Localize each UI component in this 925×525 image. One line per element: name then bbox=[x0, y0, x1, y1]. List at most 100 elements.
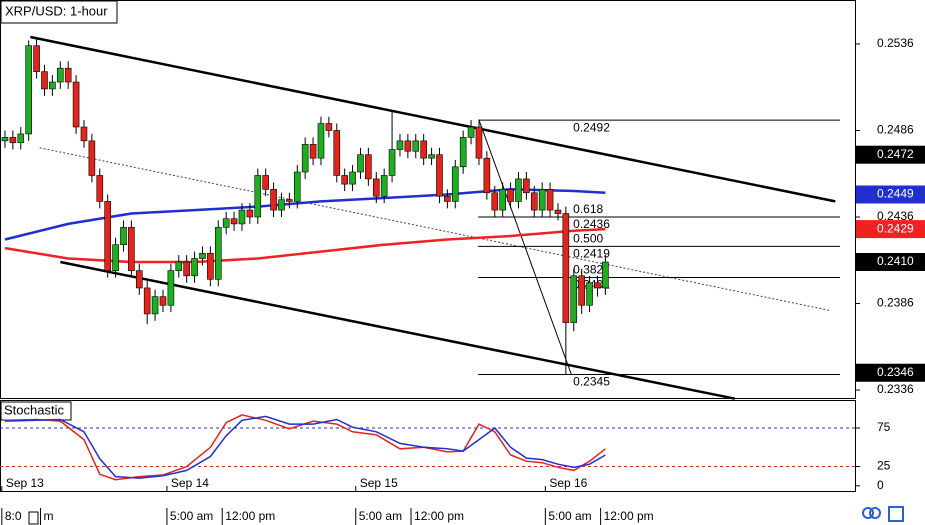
x-tick-label: 12:00 pm bbox=[225, 509, 275, 523]
price-marker-label: 0.2449 bbox=[877, 187, 914, 201]
title-box bbox=[0, 0, 118, 24]
candle-body bbox=[562, 213, 570, 323]
price-marker-label: 0.2410 bbox=[877, 254, 914, 268]
candle-body bbox=[207, 253, 214, 280]
candle-body bbox=[578, 275, 585, 306]
candle-body bbox=[25, 45, 32, 135]
candle-body bbox=[357, 154, 364, 173]
fib-ratio: 0.500 bbox=[573, 232, 603, 246]
indicator-line bbox=[4, 415, 606, 479]
candle-body bbox=[64, 67, 72, 83]
price-marker bbox=[856, 220, 925, 239]
candle-body bbox=[151, 296, 159, 315]
fib-price: 0.2492 bbox=[573, 120, 610, 134]
candle-body bbox=[135, 270, 143, 289]
candle-body bbox=[175, 261, 183, 271]
price-marker-label: 0.2346 bbox=[877, 365, 914, 379]
trend-line bbox=[39, 147, 830, 311]
candle-body bbox=[507, 189, 514, 202]
candle-body bbox=[33, 45, 40, 72]
icon-ring bbox=[869, 507, 881, 519]
candle-body bbox=[483, 157, 491, 194]
price-marker-label: 0.2429 bbox=[877, 221, 914, 235]
candle-body bbox=[270, 189, 277, 211]
y-tick-label: 0.2436 bbox=[877, 209, 914, 223]
main-panel bbox=[0, 0, 856, 399]
candle-body bbox=[388, 149, 396, 176]
candle-body bbox=[96, 175, 104, 202]
candle-body bbox=[325, 123, 333, 131]
price-marker-label: 0.2472 bbox=[877, 147, 914, 161]
candle-body bbox=[214, 227, 222, 280]
fib-price: 0.2436 bbox=[573, 217, 610, 231]
candle-body bbox=[451, 166, 459, 202]
candle-body bbox=[475, 126, 483, 159]
y-tick-label: 0.2536 bbox=[877, 36, 914, 50]
candle-body bbox=[333, 130, 341, 176]
y-tick-label: 0 bbox=[877, 478, 884, 492]
x-tick-label: 5:00 am bbox=[359, 509, 402, 523]
candle-body bbox=[222, 218, 230, 228]
candle-body bbox=[404, 140, 412, 152]
candle-body bbox=[459, 137, 467, 168]
candle-body bbox=[444, 195, 451, 202]
candle-body bbox=[372, 178, 380, 197]
candle-body bbox=[56, 67, 64, 83]
candle-body bbox=[104, 201, 111, 271]
x-tick-label: m bbox=[44, 509, 54, 523]
candle-body bbox=[428, 154, 435, 159]
candle-body bbox=[128, 227, 135, 271]
candle-body bbox=[246, 209, 254, 218]
candle-body bbox=[80, 126, 88, 142]
date-label: Sep 15 bbox=[360, 476, 398, 490]
settings-icon[interactable] bbox=[888, 506, 904, 522]
candle-body bbox=[301, 144, 309, 173]
candle-body bbox=[199, 253, 206, 259]
candle-body bbox=[120, 227, 127, 245]
y-tick-label: 25 bbox=[877, 459, 891, 473]
candle-body bbox=[412, 140, 420, 152]
candle-body bbox=[436, 154, 443, 197]
candle-body bbox=[530, 192, 538, 211]
candle-body bbox=[167, 270, 175, 306]
candle-body bbox=[191, 258, 198, 277]
candle-body bbox=[309, 144, 317, 159]
price-marker bbox=[856, 363, 925, 382]
icon-box bbox=[888, 506, 904, 522]
candle-body bbox=[538, 189, 546, 211]
date-label: Sep 13 bbox=[6, 476, 44, 490]
indicator-line bbox=[4, 414, 606, 481]
fib-ratio: 0.618 bbox=[573, 202, 603, 216]
y-tick-label: 75 bbox=[877, 420, 891, 434]
candle-body bbox=[546, 189, 554, 211]
x-tick-label: 5:00 am bbox=[170, 509, 213, 523]
candle-body bbox=[9, 137, 17, 143]
candle-body bbox=[349, 171, 356, 185]
candle-body bbox=[72, 81, 80, 128]
date-label: Sep 16 bbox=[549, 476, 587, 490]
link-icon[interactable] bbox=[862, 507, 881, 519]
x-tick-label: 12:00 pm bbox=[604, 509, 654, 523]
price-marker bbox=[856, 252, 925, 271]
candle-body bbox=[317, 123, 325, 159]
y-tick-label: 0.2486 bbox=[877, 123, 914, 137]
price-marker bbox=[856, 185, 925, 204]
candle-body bbox=[515, 178, 522, 202]
candle-body bbox=[491, 192, 499, 211]
y-tick-label: 0.2336 bbox=[877, 382, 914, 396]
x-tick-label: 8:0 bbox=[5, 509, 22, 523]
candle-body bbox=[238, 209, 246, 225]
candle-body bbox=[420, 140, 427, 159]
candle-body bbox=[254, 175, 262, 218]
candle-body bbox=[41, 71, 48, 90]
price-marker bbox=[856, 145, 925, 164]
candle-body bbox=[49, 81, 56, 90]
stochastic-panel bbox=[0, 400, 856, 492]
candle-body bbox=[143, 287, 151, 315]
candle-body bbox=[88, 140, 96, 176]
candle-body bbox=[286, 199, 293, 202]
candle-body bbox=[594, 282, 601, 289]
chart-title: XRP/USD: 1-hour bbox=[5, 3, 108, 18]
candle-body bbox=[1, 137, 9, 142]
